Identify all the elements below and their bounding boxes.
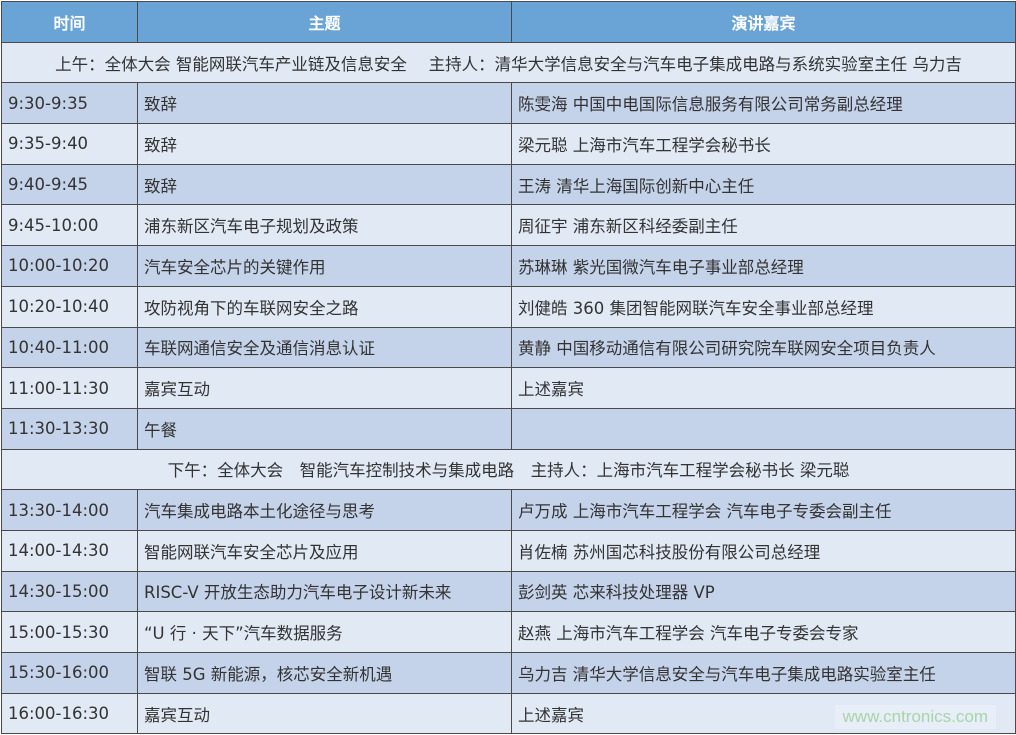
topic-cell: “U 行 · 天下”汽车数据服务	[137, 611, 512, 653]
time-cell: 14:30-15:00	[1, 570, 138, 613]
speaker-cell: 陈雯海 中国中电国际信息服务有限公司常务副总经理	[511, 82, 1016, 125]
topic-cell: 车联网通信安全及通信消息认证	[137, 326, 512, 369]
speaker-cell: 周征宇 浦东新区科经委副主任	[511, 204, 1016, 247]
table-row: 13:30-14:00 汽车集成电路本土化途径与思考 卢万成 上海市汽车工程学会 汽…	[1, 489, 1016, 531]
time-cell: 15:30-16:00	[1, 652, 138, 694]
table-row: 11:00-11:30 嘉宾互动 上述嘉宾	[1, 367, 1016, 409]
table-row: 16:00-16:30 嘉宾互动 上述嘉宾	[1, 692, 1016, 735]
speaker-cell: 刘健皓 360 集团智能网联汽车安全事业部总经理	[511, 285, 1016, 328]
topic-cell: 致辞	[137, 163, 512, 206]
header-speaker: 演讲嘉宾	[511, 1, 1016, 43]
table-row: 9:45-10:00 浦东新区汽车电子规划及政策 周征宇 浦东新区科经委副主任	[1, 204, 1016, 247]
time-cell: 10:20-10:40	[1, 285, 138, 328]
table-row: 15:30-16:00 智联 5G 新能源，核芯安全新机遇 乌力吉 清华大学信息安全…	[1, 652, 1016, 694]
speaker-cell: 黄静 中国移动通信有限公司研究院车联网安全项目负责人	[511, 326, 1016, 369]
speaker-cell	[511, 407, 1016, 450]
time-cell: 13:30-14:00	[1, 489, 138, 531]
session-title: 上午：全体大会 智能网联汽车产业链及信息安全 主持人：清华大学信息安全与汽车电子…	[1, 41, 1016, 84]
time-cell: 16:00-16:30	[1, 692, 138, 735]
topic-cell: 智能网联汽车安全芯片及应用	[137, 529, 512, 572]
speaker-cell: 乌力吉 清华大学信息安全与汽车电子集成电路实验室主任	[511, 652, 1016, 694]
time-cell: 15:00-15:30	[1, 611, 138, 653]
topic-cell: RISC-V 开放生态助力汽车电子设计新未来	[137, 570, 512, 613]
topic-cell: 嘉宾互动	[137, 692, 512, 735]
table-row: 9:40-9:45 致辞 王涛 清华上海国际创新中心主任	[1, 163, 1016, 206]
session-title: 下午：全体大会 智能汽车控制技术与集成电路 主持人：上海市汽车工程学会秘书长 梁…	[1, 448, 1016, 491]
topic-cell: 汽车集成电路本土化途径与思考	[137, 489, 512, 531]
speaker-cell: 卢万成 上海市汽车工程学会 汽车电子专委会副主任	[511, 489, 1016, 531]
topic-cell: 汽车安全芯片的关键作用	[137, 245, 512, 287]
speaker-cell: 苏琳琳 紫光国微汽车电子事业部总经理	[511, 245, 1016, 287]
table-row: 15:00-15:30 “U 行 · 天下”汽车数据服务 赵燕 上海市汽车工程学会 …	[1, 611, 1016, 653]
header-time: 时间	[1, 1, 138, 43]
time-cell: 9:45-10:00	[1, 204, 138, 247]
topic-cell: 致辞	[137, 82, 512, 125]
topic-cell: 智联 5G 新能源，核芯安全新机遇	[137, 652, 512, 694]
table-row: 10:00-10:20 汽车安全芯片的关键作用 苏琳琳 紫光国微汽车电子事业部总经理	[1, 245, 1016, 287]
watermark: www.cntronics.com	[834, 705, 996, 729]
topic-cell: 午餐	[137, 407, 512, 450]
header-topic: 主题	[137, 1, 512, 43]
session-row: 下午：全体大会 智能汽车控制技术与集成电路 主持人：上海市汽车工程学会秘书长 梁…	[1, 448, 1016, 491]
time-cell: 11:00-11:30	[1, 367, 138, 409]
table-row: 10:20-10:40 攻防视角下的车联网安全之路 刘健皓 360 集团智能网联汽车…	[1, 285, 1016, 328]
time-cell: 9:30-9:35	[1, 82, 138, 125]
time-cell: 10:00-10:20	[1, 245, 138, 287]
table-row: 9:30-9:35 致辞 陈雯海 中国中电国际信息服务有限公司常务副总经理	[1, 82, 1016, 125]
table-row: 14:00-14:30 智能网联汽车安全芯片及应用 肖佐楠 苏州国芯科技股份有限公司…	[1, 529, 1016, 572]
topic-cell: 浦东新区汽车电子规划及政策	[137, 204, 512, 247]
topic-cell: 嘉宾互动	[137, 367, 512, 409]
speaker-cell: 彭剑英 芯来科技处理器 VP	[511, 570, 1016, 613]
time-cell: 11:30-13:30	[1, 407, 138, 450]
speaker-cell: 赵燕 上海市汽车工程学会 汽车电子专委会专家	[511, 611, 1016, 653]
table-row: 9:35-9:40 致辞 梁元聪 上海市汽车工程学会秘书长	[1, 123, 1016, 165]
session-row: 上午：全体大会 智能网联汽车产业链及信息安全 主持人：清华大学信息安全与汽车电子…	[1, 41, 1016, 84]
topic-cell: 攻防视角下的车联网安全之路	[137, 285, 512, 328]
time-cell: 9:35-9:40	[1, 123, 138, 165]
speaker-cell: 梁元聪 上海市汽车工程学会秘书长	[511, 123, 1016, 165]
table-row: 10:40-11:00 车联网通信安全及通信消息认证 黄静 中国移动通信有限公司研究…	[1, 326, 1016, 369]
topic-cell: 致辞	[137, 123, 512, 165]
speaker-cell: 王涛 清华上海国际创新中心主任	[511, 163, 1016, 206]
header-row: 时间 主题 演讲嘉宾	[1, 1, 1016, 43]
speaker-cell: 肖佐楠 苏州国芯科技股份有限公司总经理	[511, 529, 1016, 572]
time-cell: 10:40-11:00	[1, 326, 138, 369]
time-cell: 9:40-9:45	[1, 163, 138, 206]
speaker-cell: 上述嘉宾	[511, 367, 1016, 409]
time-cell: 14:00-14:30	[1, 529, 138, 572]
table-row: 14:30-15:00 RISC-V 开放生态助力汽车电子设计新未来 彭剑英 芯来科…	[1, 570, 1016, 613]
table-row: 11:30-13:30 午餐	[1, 407, 1016, 450]
